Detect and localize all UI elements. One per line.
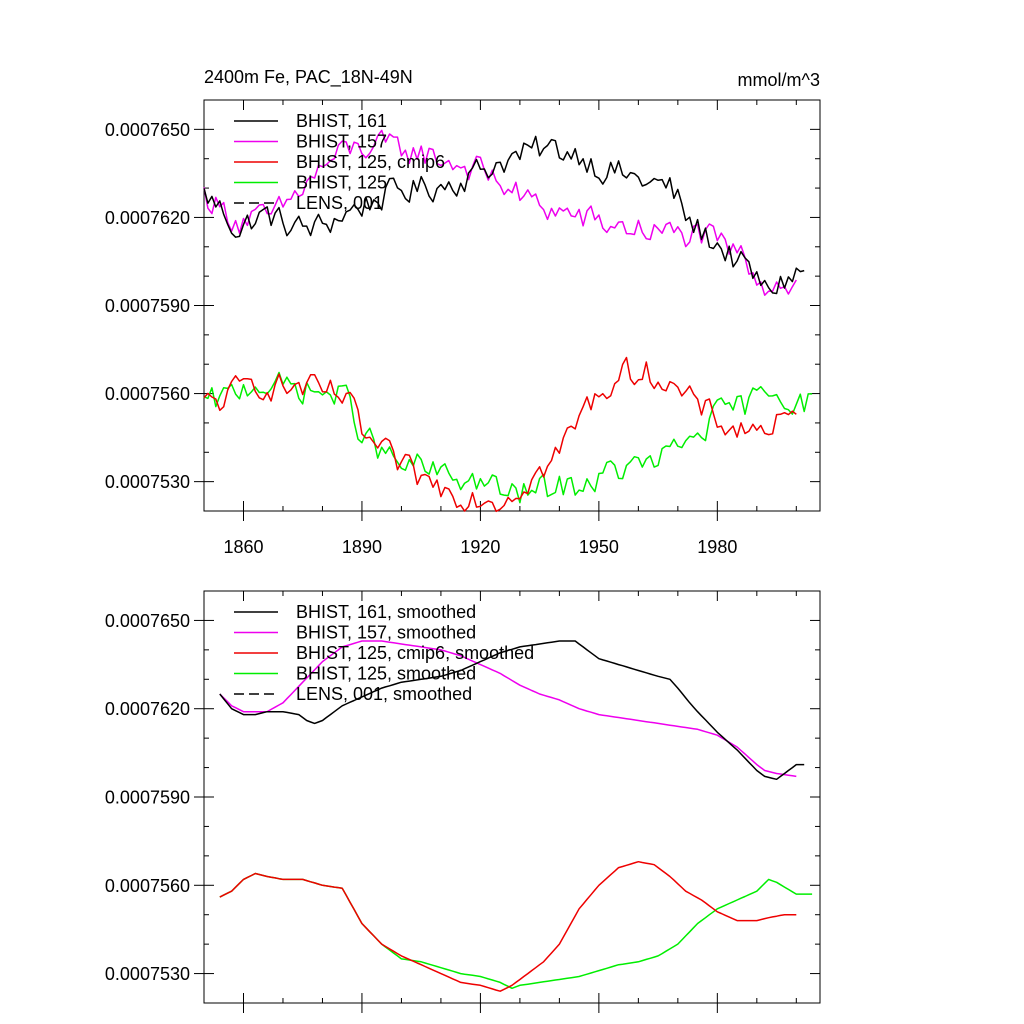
x-tick-label: 1860 (223, 537, 263, 557)
y-tick-label: 0.0007650 (105, 120, 190, 140)
y-tick-label: 0.0007560 (105, 876, 190, 896)
x-tick-label: 1950 (579, 537, 619, 557)
x-tick-label: 1920 (460, 537, 500, 557)
units-label: mmol/m^3 (738, 70, 820, 90)
series-line-bhist-125-cmip6 (203, 356, 797, 513)
series-line-bhist-157 (219, 640, 797, 778)
y-tick-label: 0.0007530 (105, 964, 190, 984)
legend-label: BHIST, 125, cmip6, smoothed (296, 643, 534, 663)
series-line-bhist-161 (219, 640, 805, 781)
legend-label: LENS, 001, smoothed (296, 684, 472, 704)
legend-label: BHIST, 125, smoothed (296, 664, 476, 684)
series-line-bhist-161 (203, 135, 805, 295)
legend-label: BHIST, 125, cmip6 (296, 152, 445, 172)
y-tick-label: 0.0007530 (105, 472, 190, 492)
bottom-panel: 0.0007530 0.0007560 0.0007590 0.0007620 0.00… (105, 590, 821, 1013)
y-tick-label: 0.0007560 (105, 384, 190, 404)
y-tick-label: 0.0007650 (105, 611, 190, 631)
chart-title: 2400m Fe, PAC_18N-49N (204, 67, 413, 88)
legend-label: BHIST, 161 (296, 111, 387, 131)
series-line-bhist-157 (203, 129, 797, 296)
top-panel: 1860 1890 1920 1950 1980 0.0007530 0.0007560 0.… (105, 99, 821, 557)
x-tick-label: 1980 (697, 537, 737, 557)
legend-label: BHIST, 125 (296, 173, 387, 193)
legend-label: LENS, 001 (296, 193, 383, 213)
y-tick-label: 0.0007590 (105, 788, 190, 808)
series-line-bhist-125 (203, 371, 813, 504)
legend-label: BHIST, 157, smoothed (296, 623, 476, 643)
legend-label: BHIST, 157 (296, 132, 387, 152)
y-tick-label: 0.0007590 (105, 296, 190, 316)
y-tick-label: 0.0007620 (105, 699, 190, 719)
y-tick-label: 0.0007620 (105, 208, 190, 228)
legend-label: BHIST, 161, smoothed (296, 602, 476, 622)
x-tick-label: 1890 (342, 537, 382, 557)
series-line-bhist-125-cmip6 (219, 860, 797, 992)
